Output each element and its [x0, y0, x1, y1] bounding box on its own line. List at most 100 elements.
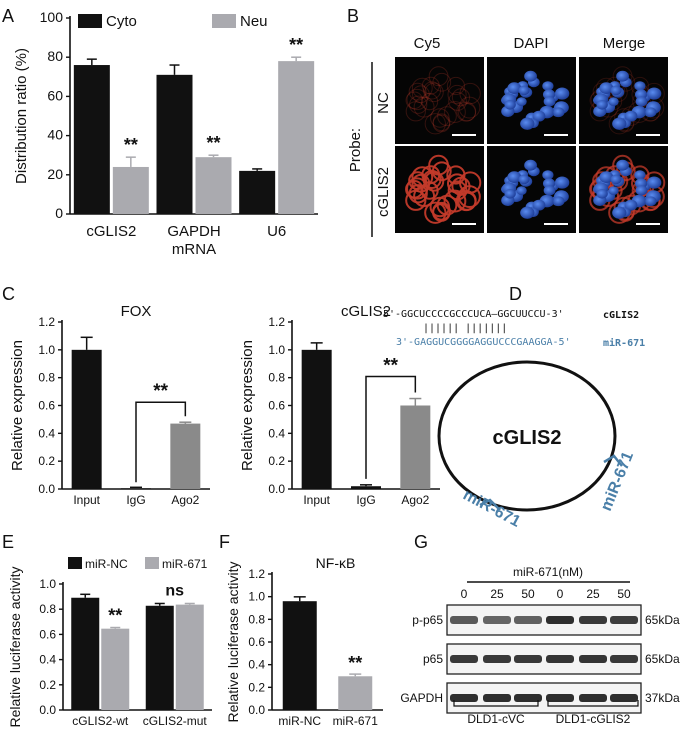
nucleus: [634, 81, 646, 91]
nucleus: [516, 97, 527, 106]
x-category-label: Input: [303, 493, 330, 507]
significance-label: ns: [165, 582, 184, 599]
y-tick-label: 60: [47, 87, 63, 103]
y-tick-label: 0.2: [268, 454, 285, 468]
significance-label: **: [383, 356, 398, 377]
y-tick-label: 1.0: [39, 577, 56, 591]
cglis2-sequence: 5'-GGCUCCCCGCCCUCA—GGCUUCCU-3': [383, 309, 564, 320]
y-tick-label: 0.8: [39, 602, 56, 616]
y-tick-label: 0.6: [38, 399, 55, 413]
panel-label-b: B: [347, 6, 359, 26]
cell-cluster: [589, 154, 666, 224]
blot-size-label: 37kDa: [645, 691, 680, 705]
nucleus: [543, 185, 556, 196]
y-tick-label: 0.6: [268, 399, 285, 413]
blot-band: [514, 655, 542, 663]
significance-label: **: [206, 133, 220, 153]
chart-title: NF-κB: [316, 555, 356, 571]
mir671-sequence: 3'-GAGGUCGGGGAGGUCCCGAAGGA-5': [396, 337, 571, 348]
nucleus: [553, 107, 565, 117]
cy5-signal: [428, 154, 449, 176]
lane-concentration: 25: [490, 587, 504, 601]
legend-swatch: [212, 14, 236, 28]
significance-bracket: [365, 375, 417, 479]
nucleus: [612, 117, 627, 130]
micrograph-tile: [487, 146, 576, 233]
cy5-signal: [446, 76, 465, 96]
bar: [73, 65, 110, 214]
y-tick-label: 1.0: [248, 590, 265, 604]
blot-band: [610, 694, 638, 702]
blot-band: [579, 655, 607, 663]
cy5-signal: [411, 77, 433, 99]
nucleus: [518, 174, 530, 185]
nucleus: [624, 199, 638, 211]
nucleus: [616, 70, 629, 82]
nucleus: [612, 206, 627, 219]
bar: [195, 157, 232, 214]
lane-concentration: 50: [617, 587, 631, 601]
y-tick-label: 0.6: [39, 627, 56, 641]
y-tick-label: 80: [47, 48, 63, 64]
cy5-signal: [408, 184, 428, 204]
micrograph-tile: [579, 57, 668, 144]
y-tick-label: 0: [55, 205, 63, 221]
bar: [156, 74, 193, 214]
nucleus: [610, 174, 622, 185]
probe-label: Probe:: [347, 128, 364, 172]
x-category-label: Ago2: [401, 493, 429, 507]
row-label-cglis2: cGLIS2: [375, 167, 392, 217]
nucleus: [608, 97, 619, 106]
blot-band: [579, 694, 607, 702]
nucleus: [599, 171, 614, 183]
nucleus: [520, 206, 535, 219]
y-tick-label: 0.0: [38, 482, 55, 496]
nucleus: [645, 107, 657, 117]
y-axis-label: Relative luciferase activity: [7, 566, 23, 727]
cy5-signal: [432, 113, 451, 132]
cy5-signal: [421, 76, 440, 95]
x-category-label: Input: [73, 493, 100, 507]
chart-c-fox: 0.0 0.2 0.4 0.6 0.8 1.0 1.2 Relative expression…: [9, 303, 210, 507]
y-tick-label: 0.0: [248, 703, 265, 717]
y-tick-label: 0.4: [38, 426, 55, 440]
y-tick-label: 1.2: [268, 315, 285, 329]
bar: [301, 349, 332, 489]
y-tick-label: 0.2: [39, 678, 56, 692]
blot-band: [450, 694, 478, 702]
blot-size-label: 65kDa: [645, 613, 680, 627]
blot-band: [514, 694, 542, 702]
y-tick-label: 0.4: [39, 653, 56, 667]
micrograph-tile: [395, 57, 484, 144]
blot-row-label: GAPDH: [400, 691, 443, 705]
y-tick-label: 100: [40, 9, 64, 25]
circrna-circle: [437, 360, 617, 512]
blot-row-label: p65: [423, 652, 443, 666]
nucleus: [507, 82, 522, 94]
cy5-signal: [459, 82, 481, 105]
col-header-dapi: DAPI: [513, 35, 548, 52]
cy5-signal: [432, 72, 452, 92]
group-label-cvc: DLD1-cVC: [467, 712, 525, 726]
blot-band: [450, 616, 478, 624]
chart-c-cglis2: 0.0 0.2 0.4 0.6 0.8 1.0 1.2 Relative expression…: [239, 303, 440, 507]
nucleus: [624, 110, 638, 122]
cy5-signal: [451, 88, 471, 107]
mir-binding-right: [603, 454, 623, 467]
chart-a: 0 20 40 60 80 100 Distribution ratio (%) ** ** **…: [13, 9, 318, 258]
y-tick-label: 0.2: [248, 680, 265, 694]
legend-label: miR-671: [162, 557, 208, 571]
panel-label-a: A: [2, 6, 14, 26]
blot-band: [514, 616, 542, 624]
bar: [71, 597, 100, 710]
cy5-signal: [406, 177, 429, 200]
blot-band: [483, 694, 511, 702]
nucleus: [507, 171, 522, 183]
x-category-label: IgG: [126, 493, 145, 507]
bar: [400, 405, 431, 489]
micrograph-tile: [487, 57, 576, 144]
x-category-label: Ago2: [171, 493, 199, 507]
significance-label: **: [108, 606, 122, 626]
group-label-cglis2: DLD1-cGLIS2: [556, 712, 631, 726]
cy5-signal: [424, 82, 444, 103]
